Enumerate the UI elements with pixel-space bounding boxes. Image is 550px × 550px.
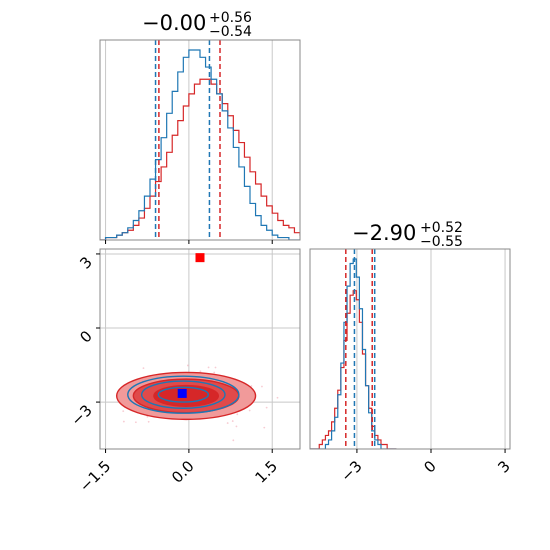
- hist2-plot-area: [310, 249, 506, 449]
- joint-sample-point: [261, 385, 263, 388]
- joint-marker-blue: [177, 388, 187, 398]
- joint-ytick-label-0: −3: [67, 401, 95, 429]
- joint-contour-blue-2: [157, 386, 210, 403]
- joint-frame: [99, 248, 301, 450]
- joint-sample-point: [263, 426, 266, 429]
- joint-sample-point: [265, 406, 268, 409]
- joint-sample-point: [236, 413, 239, 416]
- joint-plot-area: [100, 249, 300, 449]
- joint-xtick-label-0: −1.5: [76, 457, 114, 495]
- title-param1: −0.00 +0.56 −0.54: [142, 10, 252, 40]
- histogram-panel-param2: −3 0 3: [309, 248, 514, 485]
- joint-sample-point: [147, 420, 150, 423]
- title-param1-main: −0.00: [142, 11, 206, 35]
- hist1-series-blue: [100, 49, 300, 240]
- title-param2-sub: −0.55: [420, 234, 463, 250]
- hist2-frame: [309, 248, 511, 450]
- hist1-frame: [99, 39, 301, 241]
- joint-sample-point: [142, 367, 145, 370]
- hist2-series-red: [310, 290, 397, 449]
- title-param2-sup: +0.52: [420, 220, 463, 236]
- joint-contour-blue-0: [127, 375, 240, 414]
- joint-sample-point: [199, 370, 202, 373]
- title-param2: −2.90 +0.52 −0.55: [352, 220, 463, 250]
- joint-sample-point: [231, 420, 234, 422]
- histogram-panel-param1: [99, 39, 301, 244]
- hist2-series-blue: [310, 258, 397, 449]
- joint-sample-point: [122, 410, 125, 413]
- joint-xtick-label-1: 0.0: [168, 457, 198, 487]
- joint-xtick-label-2: 1.5: [251, 457, 281, 487]
- joint-ytick-label-2: 3: [76, 253, 95, 272]
- hist2-xtick-label-2: 3: [494, 457, 513, 476]
- title-param1-sub: −0.54: [209, 24, 252, 40]
- hist2-xtick-label-0: −3: [337, 457, 365, 485]
- hist2-xtick-label-1: 0: [420, 457, 439, 476]
- joint-sample-point: [226, 422, 229, 424]
- joint-sample-point: [235, 425, 238, 428]
- title-param2-main: −2.90: [352, 221, 416, 245]
- joint-sample-point: [186, 364, 189, 367]
- title-param1-sup: +0.56: [209, 10, 252, 26]
- joint-sample-point: [134, 421, 137, 424]
- joint-sample-point: [248, 409, 251, 412]
- joint-sample-point: [146, 415, 149, 418]
- joint-marker-red: [195, 253, 205, 263]
- scatter-contour-panel: −1.5 0.0 1.5 −3 0 3: [67, 248, 301, 496]
- joint-sample-point: [207, 366, 210, 369]
- joint-sample-point: [122, 420, 125, 423]
- joint-sample-point: [214, 366, 217, 369]
- hist1-plot-area: [100, 40, 300, 240]
- joint-sample-point: [232, 439, 235, 442]
- joint-ytick-label-1: 0: [76, 327, 95, 346]
- joint-sample-point: [213, 371, 216, 374]
- joint-sample-point: [276, 396, 279, 399]
- hist1-series-red: [100, 78, 300, 240]
- joint-contour-blue-1: [140, 380, 226, 409]
